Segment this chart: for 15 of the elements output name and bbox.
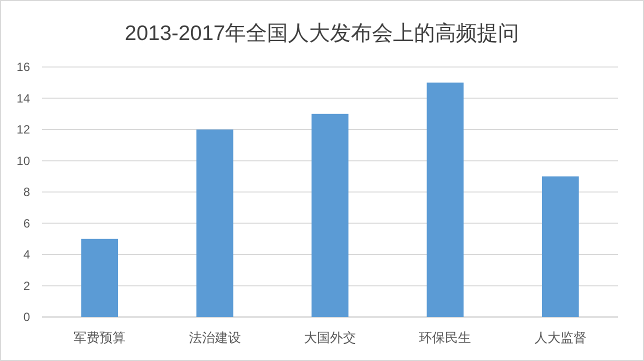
y-tick-label: 10 <box>16 154 30 168</box>
x-tick-label: 大国外交 <box>304 330 356 345</box>
chart-title: 2013-2017年全国人大发布会上的高频提问 <box>124 22 520 45</box>
x-tick-label: 环保民生 <box>419 330 472 345</box>
y-tick-label: 12 <box>16 122 30 136</box>
x-tick-label: 法治建设 <box>188 330 241 345</box>
y-tick-label: 14 <box>16 91 30 106</box>
y-tick-label: 2 <box>23 278 30 293</box>
x-tick-label: 人大监督 <box>534 330 586 345</box>
y-tick-label: 0 <box>23 310 30 324</box>
y-tick-label: 8 <box>23 185 30 199</box>
y-tick-label: 6 <box>23 216 30 230</box>
y-tick-label: 16 <box>16 60 30 74</box>
y-tick-label: 4 <box>23 248 30 262</box>
x-tick-label: 军费预算 <box>74 330 126 345</box>
